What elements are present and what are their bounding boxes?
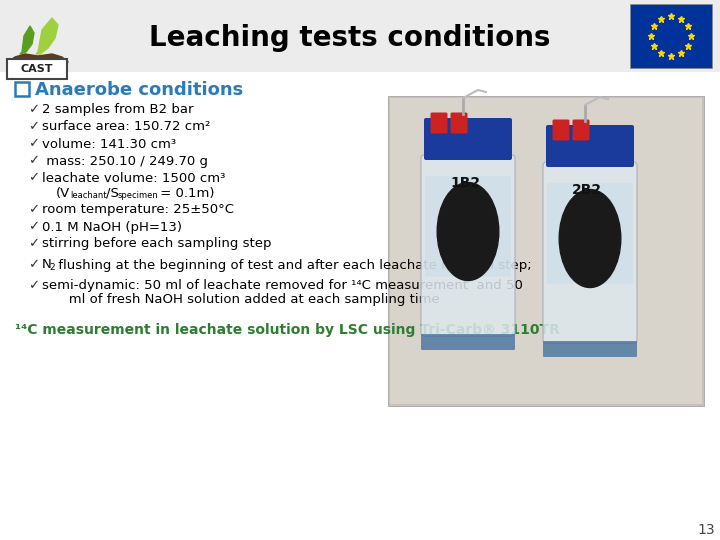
Text: specimen: specimen — [118, 192, 158, 200]
Text: ✓: ✓ — [28, 138, 39, 151]
FancyBboxPatch shape — [421, 155, 515, 336]
FancyBboxPatch shape — [424, 118, 512, 160]
FancyBboxPatch shape — [0, 0, 720, 72]
Text: ¹⁴C measurement in leachate solution by LSC using Tri-Carb® 3110TR: ¹⁴C measurement in leachate solution by … — [15, 323, 560, 337]
Text: = 0.1m): = 0.1m) — [156, 186, 215, 199]
Text: ✓: ✓ — [28, 172, 39, 185]
Text: room temperature: 25±50°C: room temperature: 25±50°C — [42, 204, 234, 217]
Text: CAST: CAST — [21, 64, 53, 74]
Text: ✓: ✓ — [28, 120, 39, 133]
Text: N: N — [42, 259, 52, 272]
FancyBboxPatch shape — [425, 176, 511, 276]
FancyBboxPatch shape — [421, 334, 515, 350]
Text: surface area: 150.72 cm²: surface area: 150.72 cm² — [42, 120, 210, 133]
Text: 2 samples from B2 bar: 2 samples from B2 bar — [42, 104, 194, 117]
FancyBboxPatch shape — [552, 119, 570, 140]
Text: Anaerobe conditions: Anaerobe conditions — [35, 81, 243, 99]
FancyBboxPatch shape — [572, 119, 590, 140]
Polygon shape — [20, 26, 34, 54]
Polygon shape — [8, 54, 68, 66]
FancyBboxPatch shape — [630, 4, 712, 68]
Text: ml of fresh NaOH solution added at each sampling time: ml of fresh NaOH solution added at each … — [56, 294, 440, 307]
FancyBboxPatch shape — [543, 341, 637, 357]
FancyBboxPatch shape — [15, 82, 29, 96]
FancyBboxPatch shape — [390, 98, 702, 404]
Ellipse shape — [559, 190, 621, 287]
Text: Leaching tests conditions: Leaching tests conditions — [149, 24, 551, 52]
Text: volume: 141.30 cm³: volume: 141.30 cm³ — [42, 138, 176, 151]
Text: stirring before each sampling step: stirring before each sampling step — [42, 238, 271, 251]
Text: ✓: ✓ — [28, 259, 39, 272]
Text: semi-dynamic: 50 ml of leachate removed for ¹⁴C measurement  and 50: semi-dynamic: 50 ml of leachate removed … — [42, 280, 523, 293]
Text: 13: 13 — [697, 523, 715, 537]
FancyBboxPatch shape — [546, 125, 634, 167]
FancyBboxPatch shape — [7, 59, 67, 79]
Ellipse shape — [437, 183, 499, 280]
FancyBboxPatch shape — [388, 96, 704, 406]
Text: ✓: ✓ — [28, 238, 39, 251]
Text: ✓: ✓ — [28, 154, 39, 167]
Text: 1B2: 1B2 — [450, 176, 480, 190]
Text: /S: /S — [106, 186, 119, 199]
Text: 2B2: 2B2 — [572, 183, 602, 197]
Text: (V: (V — [56, 186, 71, 199]
Text: ✓: ✓ — [28, 280, 39, 293]
Text: ✓: ✓ — [28, 204, 39, 217]
Text: leachant: leachant — [70, 192, 107, 200]
Text: flushing at the beginning of test and after each leachate renewal step;: flushing at the beginning of test and af… — [54, 259, 531, 272]
Text: ✓: ✓ — [28, 220, 39, 233]
FancyBboxPatch shape — [543, 162, 637, 343]
FancyBboxPatch shape — [547, 183, 633, 284]
FancyBboxPatch shape — [431, 112, 448, 133]
Polygon shape — [36, 18, 58, 54]
Text: ✓: ✓ — [28, 104, 39, 117]
Text: leachate volume: 1500 cm³: leachate volume: 1500 cm³ — [42, 172, 225, 185]
Text: 0.1 M NaOH (pH=13): 0.1 M NaOH (pH=13) — [42, 220, 182, 233]
Text: mass: 250.10 / 249.70 g: mass: 250.10 / 249.70 g — [42, 154, 208, 167]
FancyBboxPatch shape — [451, 112, 467, 133]
Text: 2: 2 — [50, 263, 55, 272]
